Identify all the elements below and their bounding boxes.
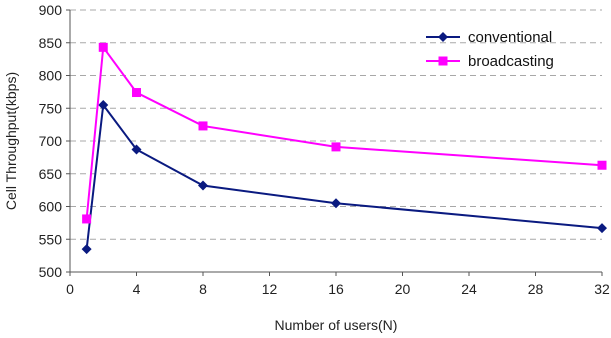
y-tick-label-5: 750 [39, 100, 63, 116]
y-tick-labels: 500 550 600 650 700 750 800 850 900 [39, 2, 63, 280]
y-axis-label: Cell Throughput(kbps) [3, 72, 19, 210]
y-tick-label-2: 600 [39, 199, 63, 215]
point-broadcasting-5 [597, 160, 607, 170]
legend: conventional broadcasting [426, 29, 554, 70]
point-broadcasting-2 [132, 88, 141, 98]
point-broadcasting-3 [198, 121, 208, 131]
x-tick-label-3: 12 [262, 281, 278, 297]
legend-conventional-marker [438, 32, 448, 42]
y-tick-label-4: 700 [39, 133, 63, 149]
x-tick-label-6: 24 [461, 281, 477, 297]
y-tick-label-0: 500 [39, 264, 63, 280]
y-tick-label-8: 900 [39, 2, 63, 18]
point-broadcasting-0 [82, 214, 92, 224]
point-broadcasting-4 [331, 142, 341, 152]
x-tick-label-0: 0 [66, 281, 74, 297]
x-tick-labels: 0 4 8 12 16 20 24 28 32 [66, 281, 610, 297]
x-tick-label-8: 32 [594, 281, 610, 297]
point-conventional-3 [198, 180, 208, 191]
point-conventional-5 [597, 223, 607, 234]
legend-broadcasting-label: broadcasting [468, 53, 554, 70]
y-tick-label-1: 550 [39, 231, 63, 247]
y-tick-label-3: 650 [39, 166, 63, 182]
point-conventional-0 [81, 244, 92, 255]
point-conventional-2 [131, 144, 142, 155]
legend-broadcasting-marker [438, 56, 448, 66]
series-group [81, 42, 607, 255]
x-tick-label-1: 4 [133, 281, 141, 297]
x-tick-label-7: 28 [528, 281, 544, 297]
x-tick-label-4: 16 [328, 281, 344, 297]
x-axis-label: Number of users(N) [275, 317, 398, 333]
y-tick-label-6: 800 [39, 68, 63, 84]
series-conventional-line [85, 102, 603, 250]
axes [66, 9, 603, 276]
point-conventional-1 [98, 99, 109, 110]
point-broadcasting-1 [98, 42, 108, 52]
point-conventional-4 [331, 198, 341, 209]
x-tick-label-5: 20 [395, 281, 411, 297]
series-broadcasting-line [85, 44, 603, 220]
y-tick-label-7: 850 [39, 35, 63, 51]
legend-conventional-label: conventional [468, 29, 552, 46]
x-tick-label-2: 8 [199, 281, 207, 297]
